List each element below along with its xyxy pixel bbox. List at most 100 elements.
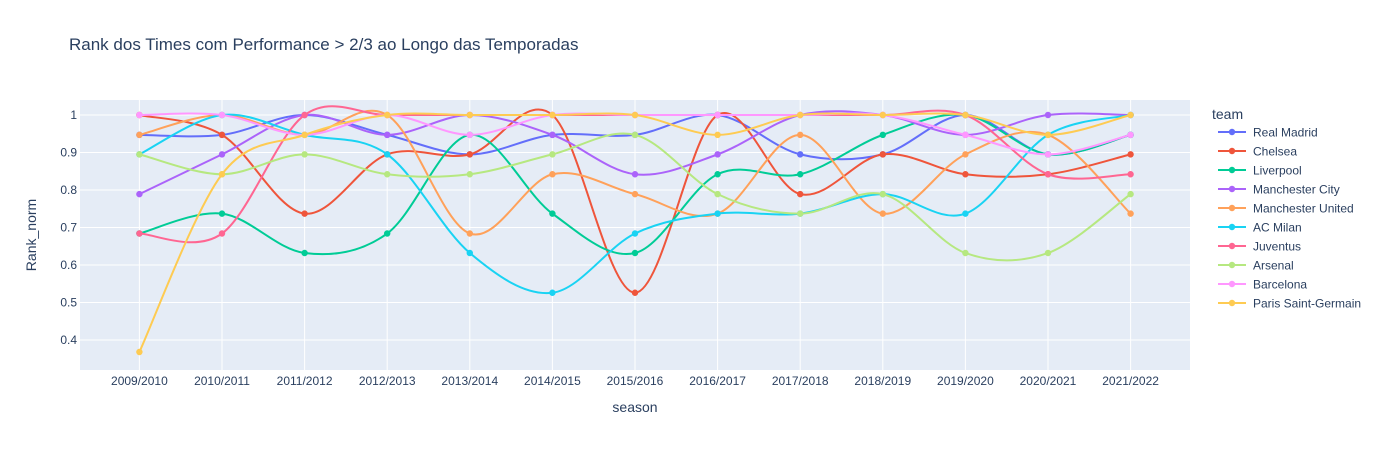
- data-point[interactable]: [797, 210, 804, 217]
- data-point[interactable]: [466, 131, 473, 139]
- data-point[interactable]: [962, 249, 969, 257]
- x-tick-label: 2015/2016: [607, 374, 664, 388]
- data-point[interactable]: [797, 151, 804, 158]
- data-point[interactable]: [714, 210, 721, 217]
- data-point[interactable]: [797, 171, 804, 178]
- data-point[interactable]: [301, 249, 308, 257]
- data-point[interactable]: [384, 151, 391, 158]
- data-point[interactable]: [136, 111, 143, 119]
- legend-item[interactable]: Chelsea: [1218, 145, 1297, 159]
- data-point[interactable]: [962, 131, 969, 139]
- data-point[interactable]: [962, 171, 969, 178]
- data-point[interactable]: [962, 111, 969, 119]
- data-point[interactable]: [879, 190, 886, 198]
- data-point[interactable]: [218, 171, 226, 178]
- legend: team Real Madrid Chelsea Liverpool Manchest…: [1212, 106, 1361, 311]
- data-point[interactable]: [549, 151, 556, 158]
- data-point[interactable]: [631, 249, 639, 257]
- data-point[interactable]: [218, 111, 226, 119]
- data-point[interactable]: [714, 171, 721, 178]
- data-point[interactable]: [797, 190, 804, 198]
- x-tick-label: 2011/2012: [277, 374, 333, 388]
- data-point[interactable]: [879, 131, 886, 139]
- data-point[interactable]: [879, 111, 886, 119]
- x-axis-ticks: 2009/2010 2010/2011 2011/2012 2012/2013 2013…: [111, 374, 1159, 388]
- data-point[interactable]: [1127, 151, 1134, 158]
- data-point[interactable]: [962, 151, 969, 158]
- data-point[interactable]: [797, 111, 804, 119]
- data-point[interactable]: [1044, 151, 1052, 158]
- legend-item[interactable]: Barcelona: [1218, 278, 1307, 292]
- data-point[interactable]: [136, 151, 143, 158]
- data-point[interactable]: [1127, 210, 1134, 217]
- data-point[interactable]: [549, 210, 556, 217]
- legend-item[interactable]: Arsenal: [1218, 259, 1294, 273]
- data-point[interactable]: [136, 230, 143, 237]
- data-point[interactable]: [466, 249, 473, 257]
- x-tick-label: 2014/2015: [524, 374, 581, 388]
- data-point[interactable]: [631, 131, 639, 139]
- data-point[interactable]: [714, 111, 721, 119]
- data-point[interactable]: [301, 111, 308, 119]
- series-paris-saint-germain: [136, 111, 1134, 356]
- data-point[interactable]: [136, 131, 143, 139]
- data-point[interactable]: [1127, 111, 1134, 119]
- legend-label: AC Milan: [1253, 221, 1302, 235]
- data-point[interactable]: [1044, 171, 1052, 178]
- data-point[interactable]: [631, 111, 639, 119]
- data-point[interactable]: [218, 230, 226, 237]
- x-axis-title: season: [612, 399, 657, 415]
- legend-title: team: [1212, 106, 1243, 122]
- data-point[interactable]: [1127, 190, 1134, 198]
- data-point[interactable]: [1044, 249, 1052, 257]
- data-point[interactable]: [879, 210, 886, 217]
- legend-items: Real Madrid Chelsea Liverpool Manchester Ci…: [1218, 126, 1361, 311]
- y-tick-label: 0.7: [60, 221, 77, 235]
- data-point[interactable]: [384, 111, 391, 119]
- data-point[interactable]: [631, 171, 639, 178]
- data-point[interactable]: [136, 348, 143, 356]
- data-point[interactable]: [466, 151, 473, 158]
- data-point[interactable]: [962, 210, 969, 217]
- data-point[interactable]: [218, 210, 226, 217]
- legend-item[interactable]: Real Madrid: [1218, 126, 1318, 140]
- data-point[interactable]: [714, 131, 721, 139]
- data-point[interactable]: [631, 289, 639, 296]
- data-point[interactable]: [384, 171, 391, 178]
- data-point[interactable]: [549, 289, 556, 296]
- data-point[interactable]: [549, 171, 556, 178]
- data-point[interactable]: [301, 131, 308, 139]
- legend-item[interactable]: AC Milan: [1218, 221, 1302, 235]
- data-point[interactable]: [384, 230, 391, 237]
- data-point[interactable]: [1044, 131, 1052, 139]
- data-point[interactable]: [549, 131, 556, 139]
- legend-item[interactable]: Liverpool: [1218, 164, 1302, 178]
- data-point[interactable]: [797, 131, 804, 139]
- data-point[interactable]: [631, 230, 639, 237]
- data-point[interactable]: [218, 131, 226, 139]
- data-point[interactable]: [714, 190, 721, 198]
- data-point[interactable]: [466, 171, 473, 178]
- data-point[interactable]: [301, 151, 308, 158]
- x-tick-label: 2010/2011: [194, 374, 250, 388]
- data-point[interactable]: [879, 151, 886, 158]
- data-point[interactable]: [549, 111, 556, 119]
- data-point[interactable]: [218, 151, 226, 158]
- data-point[interactable]: [301, 210, 308, 217]
- data-point[interactable]: [714, 151, 721, 158]
- data-point[interactable]: [1044, 111, 1052, 119]
- legend-item[interactable]: Juventus: [1218, 240, 1301, 254]
- data-point[interactable]: [136, 190, 143, 198]
- data-point[interactable]: [1127, 131, 1134, 139]
- legend-swatch-marker: [1228, 261, 1236, 269]
- legend-item[interactable]: Paris Saint-Germain: [1218, 297, 1361, 311]
- legend-item[interactable]: Manchester City: [1218, 183, 1340, 197]
- data-point[interactable]: [1127, 171, 1134, 178]
- data-point[interactable]: [466, 230, 473, 237]
- data-point[interactable]: [466, 111, 473, 119]
- data-point[interactable]: [384, 131, 391, 139]
- x-tick-label: 2012/2013: [359, 374, 416, 388]
- data-point[interactable]: [631, 190, 639, 198]
- legend-item[interactable]: Manchester United: [1218, 202, 1354, 216]
